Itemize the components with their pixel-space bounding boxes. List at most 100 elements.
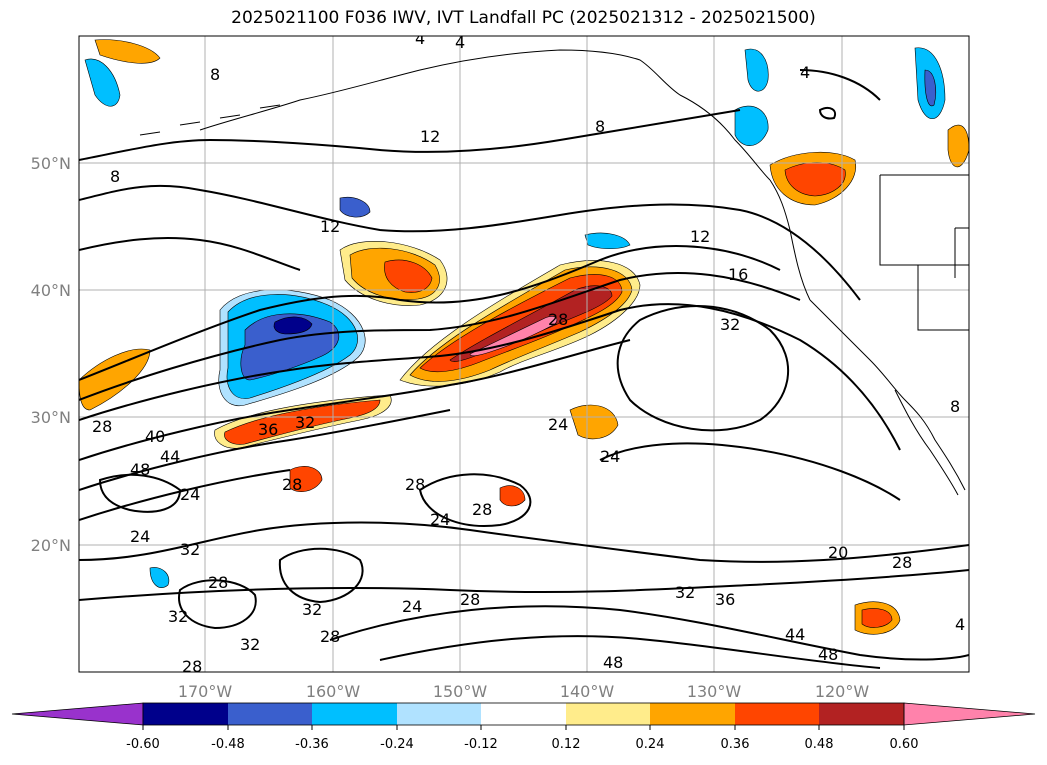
colorbar-tick-label: 0.24	[636, 737, 665, 752]
coastlines	[139, 49, 969, 496]
colorbar-swatch	[566, 703, 650, 725]
contour-label: 4	[800, 63, 810, 82]
colorbar-tick-label: 0.48	[805, 737, 834, 752]
colorbar-high-extension	[903, 702, 1036, 726]
colorbar-swatch	[228, 703, 312, 725]
contour-13	[379, 635, 881, 669]
subtrop-orange-1	[569, 404, 619, 440]
neg-small-3	[149, 567, 170, 588]
gridlines	[79, 36, 969, 672]
colorbar-frame	[142, 702, 905, 726]
contour-label: 12	[420, 127, 440, 146]
contour-label: 32	[675, 583, 695, 602]
gulf-blue	[734, 105, 769, 146]
contour-label: 32	[720, 315, 740, 334]
contour-15	[616, 305, 789, 432]
contour-16	[418, 473, 532, 527]
alaska-royal-2	[924, 69, 936, 107]
lon-label: 130°W	[687, 682, 742, 701]
neg-small-1	[584, 232, 631, 250]
contour-5	[79, 409, 451, 491]
contour-label: 16	[728, 265, 748, 284]
contour-label: 24	[430, 510, 450, 529]
contour-18	[178, 579, 257, 630]
lat-labels: 50°N 40°N 30°N 20°N	[31, 154, 71, 555]
contour-12	[329, 605, 969, 661]
lat-label: 30°N	[31, 408, 71, 427]
contour-20	[799, 69, 881, 101]
contour-label: 24	[130, 527, 150, 546]
colorbar: -0.60 -0.48 -0.36 -0.24 -0.12 0.12 0.24 …	[11, 702, 1036, 752]
colorbar-swatch	[481, 703, 566, 725]
contour-label: 32	[295, 413, 315, 432]
contour-label: 8	[950, 397, 960, 416]
us-west-coast	[809, 299, 966, 491]
lat-label: 40°N	[31, 281, 71, 300]
map-frame	[78, 35, 970, 673]
colorbar-tick-label: 0.12	[552, 737, 581, 752]
colorbar-tick-label: 0.60	[890, 737, 919, 752]
contour-label: 28	[320, 627, 340, 646]
colorbar-tick-label: -0.36	[295, 737, 329, 752]
colorbar-tick-label: -0.12	[464, 737, 498, 752]
colorbar-swatch	[312, 703, 397, 725]
colorbar-tick-label: 0.36	[721, 737, 750, 752]
contour-label: 28	[208, 573, 228, 592]
contour-label: 24	[180, 485, 200, 504]
lat-label: 50°N	[31, 154, 71, 173]
nw-blue-1	[84, 58, 121, 107]
se-red-1	[861, 608, 893, 628]
contour-3	[79, 303, 901, 451]
contours	[79, 69, 969, 669]
state-border-2	[917, 265, 969, 331]
ar-plume-darkred	[449, 285, 613, 362]
contour-label: 12	[690, 227, 710, 246]
neg-small-2	[339, 197, 371, 218]
contour-label: 40	[145, 427, 165, 446]
alaska-blue-1	[744, 48, 769, 92]
contour-label: 4	[455, 33, 465, 52]
contour-label: 24	[548, 415, 568, 434]
contour-label: 8	[210, 65, 220, 84]
baja-coast	[894, 389, 959, 496]
contour-label: 48	[130, 460, 150, 479]
neg-blob-navy	[273, 316, 313, 335]
nw-orange-1	[94, 39, 161, 64]
lon-label: 150°W	[433, 682, 488, 701]
subtrop-red-1	[499, 485, 526, 507]
contour-label: 28	[92, 417, 112, 436]
contour-label: 28	[460, 590, 480, 609]
contour-2	[79, 272, 801, 401]
contour-label: 32	[168, 607, 188, 626]
contour-label: 20	[828, 543, 848, 562]
contour-9	[79, 237, 301, 271]
contour-14	[599, 442, 901, 501]
contour-label: 36	[715, 590, 735, 609]
colorbar-swatch	[650, 703, 735, 725]
colorbar-tick-label: -0.24	[380, 737, 414, 752]
map-panel: 8 4 4 12 8 12 12 16 32 28 28 36 32 40 48…	[79, 29, 969, 676]
aleutian-chain	[139, 104, 281, 136]
contour-label: 4	[415, 29, 425, 48]
neg-blob-royal	[240, 313, 340, 381]
contour-11	[79, 569, 969, 601]
lon-label: 160°W	[306, 682, 361, 701]
contour-label: 32	[302, 600, 322, 619]
contour-21	[98, 473, 182, 513]
contour-8	[79, 184, 861, 301]
contour-label: 36	[258, 420, 278, 439]
lon-label: 140°W	[560, 682, 615, 701]
contour-17	[278, 547, 364, 604]
contour-label: 28	[548, 310, 568, 329]
south-band-red	[224, 399, 381, 445]
contour-label: 8	[595, 117, 605, 136]
lat-label: 20°N	[31, 536, 71, 555]
contour-label: 24	[600, 447, 620, 466]
alaska-coast	[199, 49, 771, 181]
contour-label: 48	[818, 645, 838, 664]
colorbar-tick-label: -0.60	[126, 737, 160, 752]
colorbar-swatch	[143, 703, 228, 725]
contour-label: 44	[160, 447, 180, 466]
contour-label: 28	[182, 657, 202, 676]
